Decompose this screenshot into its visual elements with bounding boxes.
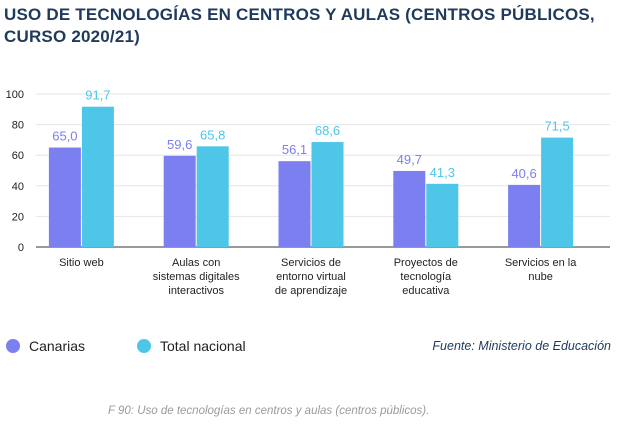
bar-canarias-0: [48, 147, 81, 247]
y-tick-label-20: 20: [12, 211, 24, 223]
bar-total-3: [426, 183, 459, 247]
data-label-canarias-0: 65,0: [52, 129, 77, 144]
y-tick-label-60: 60: [12, 150, 24, 162]
y-tick-label-100: 100: [6, 89, 24, 101]
bar-canarias-2: [278, 161, 311, 247]
data-label-canarias-1: 59,6: [167, 137, 192, 152]
legend: Canarias Total nacional: [0, 338, 619, 358]
bar-canarias-1: [163, 155, 196, 247]
figure-caption: F 90: Uso de tecnologías en centros y au…: [108, 405, 430, 417]
legend-item-canarias: Canarias: [6, 338, 85, 354]
data-label-canarias-3: 49,7: [397, 152, 422, 167]
y-tick-label-40: 40: [12, 181, 24, 193]
bar-canarias-3: [393, 170, 426, 247]
x-category-label-0: Sitio web: [59, 257, 104, 269]
x-category-label-4: Servicios en la nube: [505, 257, 577, 283]
bar-total-1: [196, 146, 229, 247]
bar-total-2: [311, 142, 344, 247]
source-note: Fuente: Ministerio de Educación: [432, 339, 611, 353]
bar-total-0: [81, 106, 114, 247]
data-label-total-4: 71,5: [544, 119, 569, 134]
legend-item-total: Total nacional: [137, 338, 246, 354]
bar-chart: 0 20 40 60 80 100 65,0 91,7 Sitio web 59,6 65,8 Aul…: [6, 88, 610, 297]
legend-swatch-canarias: [6, 339, 20, 353]
data-label-total-3: 41,3: [430, 165, 455, 180]
chart-title: USO DE TECNOLOGÍAS EN CENTROS Y AULAS (C…: [4, 4, 604, 48]
x-category-label-2: Servicios de entorno virtual de aprendizaj…: [275, 257, 347, 297]
x-category-label-1: Aulas con sistemas digitales interactivos: [153, 257, 240, 297]
y-tick-label-0: 0: [18, 242, 24, 254]
data-label-canarias-2: 56,1: [282, 142, 307, 157]
legend-label-canarias: Canarias: [29, 338, 86, 354]
legend-swatch-total: [137, 339, 151, 353]
data-label-total-2: 68,6: [315, 123, 340, 138]
y-tick-label-80: 80: [12, 120, 24, 132]
chart-title-line-1: USO DE TECNOLOGÍAS EN CENTROS Y AULAS (C…: [4, 5, 595, 24]
data-label-total-0: 91,7: [85, 88, 110, 103]
x-category-label-3: Proyectos de tecnología educativa: [394, 257, 458, 297]
data-label-canarias-4: 40,6: [511, 166, 536, 181]
bar-total-4: [541, 137, 574, 247]
data-label-total-1: 65,8: [200, 127, 225, 142]
bar-canarias-4: [508, 184, 541, 247]
chart-title-line-2: CURSO 2020/21): [4, 27, 141, 46]
legend-label-total: Total nacional: [160, 338, 246, 354]
